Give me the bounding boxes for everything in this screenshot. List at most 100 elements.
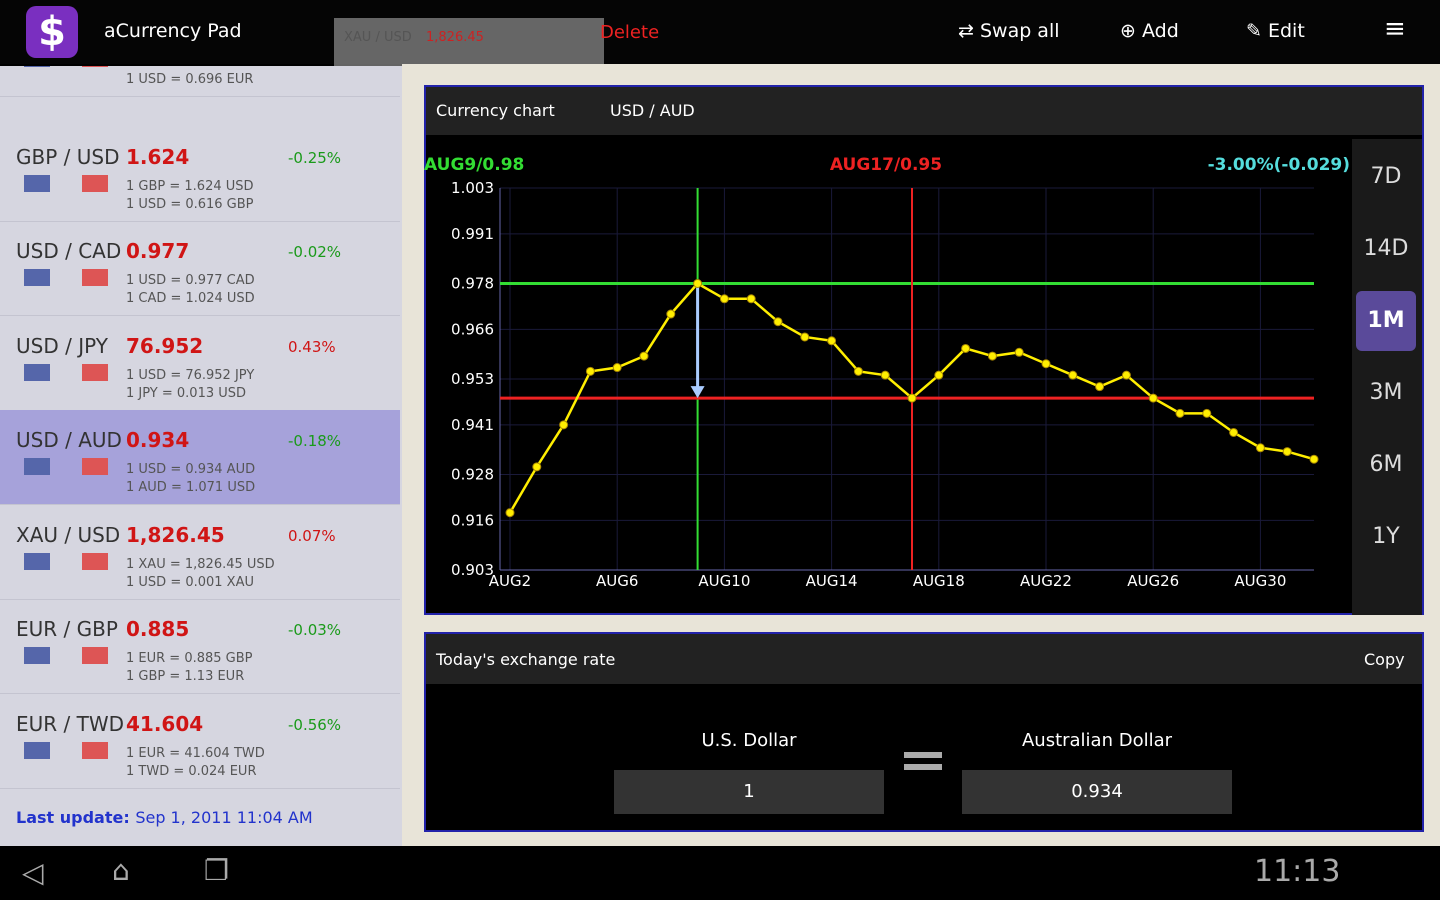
- x-tick-label: AUG14: [806, 572, 858, 590]
- range-button[interactable]: 1M: [1356, 291, 1416, 351]
- add-button[interactable]: ⊕ Add: [1120, 20, 1179, 42]
- last-update-time: Sep 1, 2011 11:04 AM: [135, 808, 313, 827]
- recents-button[interactable]: ❐: [204, 854, 230, 887]
- range-selector: 7D 14D 1M 3M 6M 1Y: [1352, 139, 1422, 615]
- data-point: [800, 332, 810, 342]
- rate-line: 1 EUR = 1.437 USD: [126, 66, 253, 69]
- flag: [82, 647, 108, 664]
- last-update-label: Last update:: [16, 808, 130, 827]
- ghost-rate: 1,826.45: [426, 30, 484, 45]
- rate-line: 1 USD = 0.616 GBP: [126, 196, 254, 212]
- change: 0.07%: [288, 526, 336, 545]
- to-input[interactable]: 0.934: [962, 770, 1232, 814]
- data-point: [987, 351, 997, 361]
- currency-item[interactable]: EUR / TWD 41.604 -0.56% 1 EUR = 41.604 TWD 1…: [0, 694, 400, 789]
- x-tick-label: AUG22: [1020, 572, 1072, 590]
- ghost-pair: XAU / USD: [344, 30, 412, 45]
- converter-header: Today's exchange rate Copy: [426, 634, 1422, 684]
- pair: USD / CAD: [16, 239, 122, 263]
- from-input[interactable]: 1: [614, 770, 884, 814]
- equals-sign: [904, 752, 942, 758]
- data-point: [746, 294, 756, 304]
- data-point: [585, 366, 595, 376]
- y-tick-label: 1.003: [451, 179, 494, 197]
- rate-line: 1 USD = 0.001 XAU: [126, 574, 255, 590]
- range-button[interactable]: 6M: [1369, 452, 1403, 477]
- currency-item[interactable]: USD / CAD 0.977 -0.02% 1 USD = 0.977 CAD 1 C…: [0, 221, 400, 316]
- y-tick-label: 0.978: [451, 275, 494, 293]
- rate-line: 1 GBP = 1.624 USD: [126, 178, 254, 194]
- flag: [24, 269, 50, 286]
- data-point: [612, 363, 622, 373]
- from-name: U.S. Dollar: [701, 730, 797, 751]
- change: -0.25%: [288, 148, 342, 167]
- edit-button[interactable]: ✎ Edit: [1246, 20, 1305, 42]
- currency-item[interactable]: XAU / USD 1,826.45 0.07% 1 XAU = 1,826.45 U…: [0, 505, 400, 600]
- rate-line: 1 XAU = 1,826.45 USD: [126, 556, 275, 572]
- rate: 41.604: [126, 711, 204, 736]
- data-point: [827, 336, 837, 346]
- data-point: [1229, 427, 1239, 437]
- flag: [24, 458, 50, 475]
- currency-item[interactable]: USD / AUD 0.934 -0.18% 1 USD = 0.934 AUD 1 A…: [0, 410, 400, 505]
- add-label: Add: [1141, 20, 1179, 42]
- data-point: [1121, 370, 1131, 380]
- pair: EUR / GBP: [16, 617, 118, 641]
- rate: 76.952: [126, 333, 204, 358]
- currency-item[interactable]: GBP / USD 1.624 -0.25% 1 GBP = 1.624 USD 1 U…: [0, 127, 400, 222]
- data-point: [880, 370, 890, 380]
- pair: XAU / USD: [16, 522, 121, 547]
- currency-item[interactable]: 1 EUR = 1.437 USD 1 USD = 0.696 EUR: [0, 66, 400, 97]
- app-icon[interactable]: $: [26, 6, 78, 58]
- flag: [24, 741, 50, 759]
- currency-item[interactable]: EUR / GBP 0.885 -0.03% 1 EUR = 0.885 GBP 1 G…: [0, 599, 400, 694]
- swap-all-button[interactable]: ⇄ Swap all: [958, 20, 1060, 42]
- line-chart: 1.003 0.991 0.978 0.966 0.953 0.941 0.928 0.916…: [424, 155, 1350, 590]
- data-point: [639, 351, 649, 361]
- flag: [24, 66, 50, 67]
- data-point: [1309, 454, 1319, 464]
- rate-line: 1 EUR = 0.885 GBP: [126, 651, 253, 666]
- range-button[interactable]: 7D: [1370, 164, 1402, 189]
- rate: 1.624: [126, 144, 190, 169]
- pair: USD / JPY: [16, 333, 108, 358]
- flag: [24, 174, 50, 192]
- rate-line: 1 USD = 0.696 EUR: [126, 72, 254, 87]
- data-point: [1095, 382, 1105, 392]
- change: -0.03%: [288, 621, 342, 639]
- data-point: [1202, 408, 1212, 418]
- rate-line: 1 USD = 0.934 AUD: [126, 462, 256, 477]
- base: USD: [610, 101, 645, 120]
- data-point: [1041, 359, 1051, 369]
- data-point: [559, 420, 569, 430]
- range-button[interactable]: 14D: [1363, 236, 1409, 261]
- delete-target[interactable]: Delete: [600, 22, 660, 43]
- action-bar: $ aCurrency Pad XAU / USD 1,826.45 Delet…: [0, 0, 1440, 86]
- rate: 0.934: [126, 428, 190, 452]
- cursor-label: AUG9/0.98: [424, 155, 524, 175]
- rate-line: 1 AUD = 1.071 USD: [126, 480, 256, 495]
- y-tick-label: 0.991: [451, 225, 494, 243]
- copy-button[interactable]: Copy: [1364, 650, 1405, 669]
- pair: EUR / TWD: [16, 711, 125, 736]
- y-tick-label: 0.928: [451, 466, 494, 484]
- currency-item[interactable]: USD / JPY 76.952 0.43% 1 USD = 76.952 JPY 1 …: [0, 316, 400, 411]
- rate-line: 1 EUR = 41.604 TWD: [126, 745, 265, 761]
- data-point: [532, 462, 542, 472]
- range-button[interactable]: 3M: [1369, 380, 1403, 405]
- x-tick-label: AUG2: [489, 572, 531, 590]
- converter-title: Today's exchange rate: [436, 650, 616, 669]
- y-tick-label: 0.953: [451, 370, 494, 388]
- range-button[interactable]: 1Y: [1372, 524, 1400, 549]
- x-tick-label: AUG26: [1127, 572, 1179, 590]
- back-button[interactable]: ◁: [22, 856, 44, 889]
- clock: 11:13: [1254, 854, 1341, 889]
- flag: [24, 363, 50, 381]
- data-point: [773, 317, 783, 327]
- data-point: [719, 294, 729, 304]
- app-title: aCurrency Pad: [104, 20, 242, 42]
- home-button[interactable]: ⌂: [112, 854, 130, 887]
- rate-line: 1 CAD = 1.024 USD: [126, 291, 255, 306]
- rate-line: 1 JPY = 0.013 USD: [126, 385, 247, 401]
- menu-button[interactable]: ≡: [1384, 14, 1406, 44]
